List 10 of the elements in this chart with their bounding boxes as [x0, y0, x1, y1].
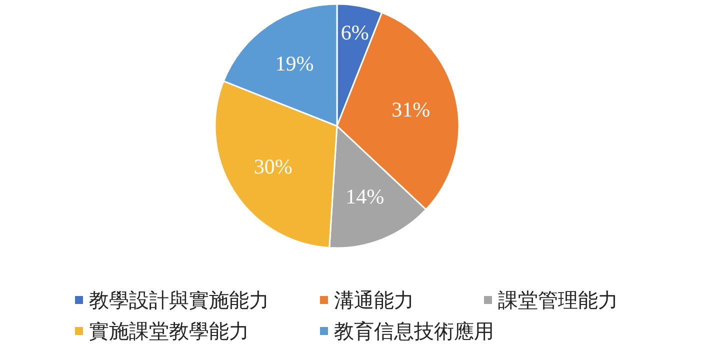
legend-label: 教育信息技術應用: [334, 319, 494, 343]
legend-label: 教學設計與實施能力: [89, 288, 269, 312]
legend-label: 課堂管理能力: [498, 288, 618, 312]
legend-label: 溝通能力: [334, 288, 414, 312]
legend-label: 實施課堂教學能力: [89, 319, 249, 343]
data-label: 6%: [340, 20, 369, 45]
data-label: 14%: [346, 184, 384, 208]
data-label: 30%: [254, 154, 292, 179]
data-label: 31%: [392, 98, 430, 122]
data-label: 19%: [275, 51, 314, 76]
